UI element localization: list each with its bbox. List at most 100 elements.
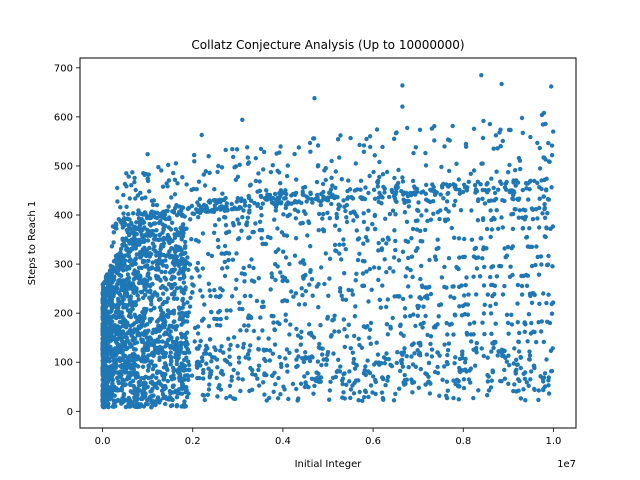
data-point xyxy=(312,377,317,382)
data-point xyxy=(344,215,349,220)
data-point xyxy=(344,219,350,225)
data-point xyxy=(237,300,242,305)
data-point xyxy=(234,277,239,282)
data-point xyxy=(457,356,463,362)
data-point xyxy=(417,127,423,132)
data-point xyxy=(549,311,555,316)
data-point xyxy=(377,190,382,196)
data-point xyxy=(393,191,398,197)
data-point xyxy=(107,269,113,274)
x-offset-label: 1e7 xyxy=(557,459,576,470)
data-point xyxy=(425,218,430,224)
data-point xyxy=(519,292,525,297)
data-point xyxy=(542,202,547,207)
data-point xyxy=(478,236,483,241)
data-point xyxy=(431,199,436,204)
data-point xyxy=(132,268,137,273)
data-point xyxy=(547,320,553,326)
data-point xyxy=(519,273,524,279)
data-point xyxy=(270,351,276,356)
data-point xyxy=(163,277,169,282)
data-point xyxy=(122,263,127,268)
data-point xyxy=(472,320,477,325)
data-point xyxy=(529,263,535,269)
data-point xyxy=(406,284,411,289)
data-point xyxy=(229,378,234,383)
y-tick-label: 100 xyxy=(54,358,73,369)
data-point xyxy=(172,376,177,381)
data-point xyxy=(496,187,501,192)
data-point xyxy=(345,188,350,194)
data-point xyxy=(398,368,403,374)
data-point xyxy=(449,225,454,231)
data-point xyxy=(415,303,420,309)
data-point xyxy=(475,218,481,223)
data-point xyxy=(372,153,377,158)
data-point xyxy=(526,383,531,388)
data-point xyxy=(143,374,148,379)
data-point xyxy=(342,396,347,401)
data-point xyxy=(242,203,248,208)
data-point xyxy=(509,246,514,251)
data-point xyxy=(278,144,283,149)
data-point xyxy=(150,202,156,208)
data-point xyxy=(145,178,151,184)
data-point xyxy=(101,364,106,370)
data-point xyxy=(104,318,109,324)
data-point xyxy=(384,351,389,356)
data-point xyxy=(495,146,500,151)
data-point xyxy=(491,185,496,191)
data-point xyxy=(141,394,147,399)
data-point xyxy=(423,382,428,387)
data-point xyxy=(250,367,255,373)
data-point xyxy=(160,371,165,376)
data-point xyxy=(252,200,257,206)
data-point xyxy=(180,305,185,310)
data-point xyxy=(544,300,549,306)
data-point xyxy=(524,181,529,186)
data-point xyxy=(411,312,416,317)
data-point xyxy=(533,207,539,212)
data-point xyxy=(270,195,276,201)
y-tick-label: 400 xyxy=(54,211,73,222)
data-point xyxy=(342,327,347,332)
data-point xyxy=(366,190,371,196)
data-point xyxy=(424,285,430,290)
data-point xyxy=(168,403,174,409)
data-point xyxy=(246,193,251,199)
data-point xyxy=(110,372,116,377)
data-point xyxy=(423,163,429,168)
data-point xyxy=(490,368,495,373)
data-point xyxy=(511,211,516,217)
data-point xyxy=(156,350,161,355)
data-point xyxy=(117,356,122,361)
data-point xyxy=(121,211,126,216)
data-point xyxy=(171,296,177,301)
data-point xyxy=(118,301,123,306)
data-point xyxy=(446,190,451,196)
data-point xyxy=(100,403,106,409)
data-point xyxy=(130,262,135,268)
data-point xyxy=(400,104,405,109)
data-point xyxy=(447,168,452,174)
data-point xyxy=(128,296,133,302)
data-point xyxy=(196,179,202,184)
data-point xyxy=(103,276,109,281)
data-point xyxy=(187,262,193,267)
data-point xyxy=(125,370,131,375)
data-point xyxy=(476,388,481,393)
data-point xyxy=(201,172,206,177)
data-point xyxy=(174,246,179,251)
data-point xyxy=(412,351,417,356)
data-point xyxy=(246,323,251,328)
data-point xyxy=(146,258,151,263)
data-point xyxy=(464,332,470,337)
data-point xyxy=(301,209,307,214)
data-point xyxy=(523,322,528,327)
data-point xyxy=(292,253,298,258)
data-point xyxy=(164,365,169,371)
data-point xyxy=(397,294,402,299)
data-point xyxy=(539,329,544,334)
data-point xyxy=(207,352,213,357)
data-point xyxy=(223,147,228,153)
